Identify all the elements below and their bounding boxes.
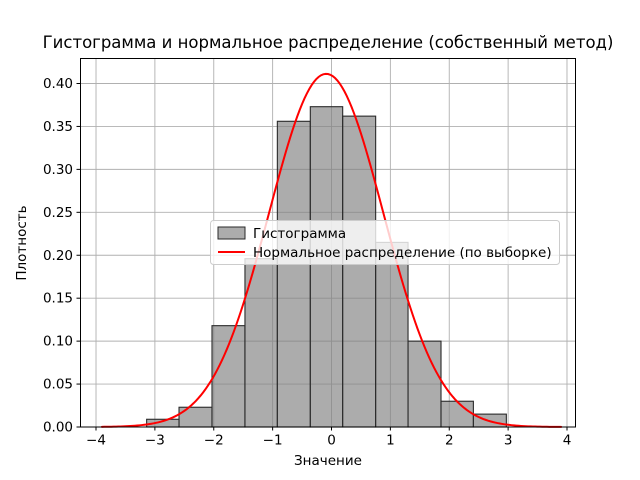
histogram-bar xyxy=(407,340,442,428)
legend-label-histogram: Гистограмма xyxy=(253,226,346,242)
x-axis-label: Значение xyxy=(294,453,362,469)
x-tick-label: −1 xyxy=(263,433,283,449)
x-tick-label: −2 xyxy=(204,433,224,449)
x-tick-label: 0 xyxy=(327,433,336,449)
x-tick-label: 3 xyxy=(504,433,513,449)
y-tick-label: 0.10 xyxy=(43,334,73,350)
x-tick-labels: −4 −3 −2 −1 0 1 2 3 4 xyxy=(86,433,571,449)
y-axis-label: Плотность xyxy=(14,205,30,280)
normal-curve xyxy=(100,72,563,428)
histogram-bar xyxy=(440,400,474,428)
y-tick-label: 0.00 xyxy=(43,420,73,436)
y-tick-label: 0.20 xyxy=(43,248,73,264)
y-tick-label: 0.05 xyxy=(43,377,73,393)
histogram-bar xyxy=(375,241,409,428)
histogram-bar xyxy=(309,106,344,428)
y-tick-label: 0.30 xyxy=(43,162,73,178)
y-tick-label: 0.40 xyxy=(43,76,73,92)
y-tick-label: 0.35 xyxy=(43,119,73,135)
histogram-bar xyxy=(211,325,246,428)
y-tick-label: 0.15 xyxy=(43,291,73,307)
y-tick-labels: 0.00 0.05 0.10 0.15 0.20 0.25 0.30 0.35 0.40 xyxy=(43,76,73,435)
axis-ticks xyxy=(76,83,568,431)
y-tick-label: 0.25 xyxy=(43,205,73,221)
legend-label-curve: Нормальное распределение (по выборке) xyxy=(253,245,552,261)
axes-frame xyxy=(80,58,576,428)
x-tick-label: 2 xyxy=(445,433,454,449)
x-tick-label: 1 xyxy=(386,433,395,449)
chart-title: Гистограмма и нормальное распределение (… xyxy=(43,33,614,52)
histogram-bars xyxy=(146,106,507,428)
legend-frame xyxy=(210,220,560,265)
histogram-bar xyxy=(244,258,278,428)
x-tick-label: 4 xyxy=(563,433,572,449)
legend: Гистограмма Нормальное распределение (по… xyxy=(210,220,560,265)
x-tick-label: −3 xyxy=(145,433,165,449)
x-tick-label: −4 xyxy=(86,433,106,449)
legend-histogram-swatch xyxy=(217,226,246,240)
